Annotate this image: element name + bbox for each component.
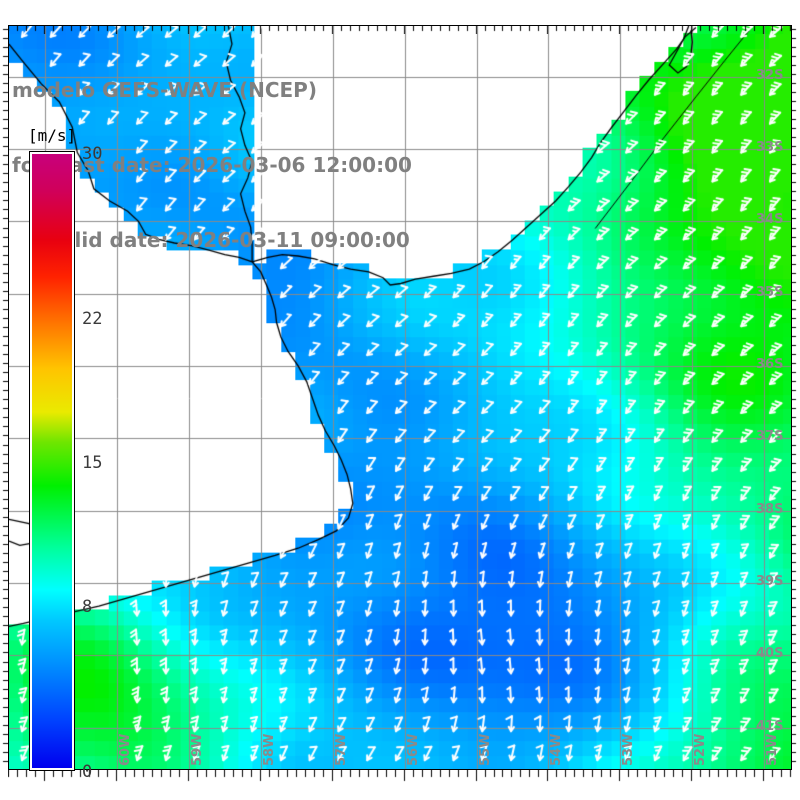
colorbar-tick-8: 8 (82, 597, 93, 618)
colorbar-legend: [m/s] 30 22 15 8 0 (28, 126, 102, 782)
right-tick-rail (792, 25, 800, 770)
colorbar-tick-22: 22 (82, 308, 103, 329)
colorbar-tick-15: 15 (82, 453, 103, 473)
bottom-tick-rail (8, 770, 792, 782)
colorbar-tick-0: 0 (82, 762, 93, 782)
colorbar-gradient: 30 22 15 8 0 (29, 144, 102, 782)
wind-barb-layer (9, 26, 791, 769)
map-plot-area[interactable] (8, 25, 792, 770)
colorbar-tick-30: 30 (82, 144, 103, 164)
left-tick-rail (0, 25, 9, 770)
colorbar-unit-label: [m/s] (28, 126, 77, 145)
top-tick-rail (8, 25, 792, 34)
